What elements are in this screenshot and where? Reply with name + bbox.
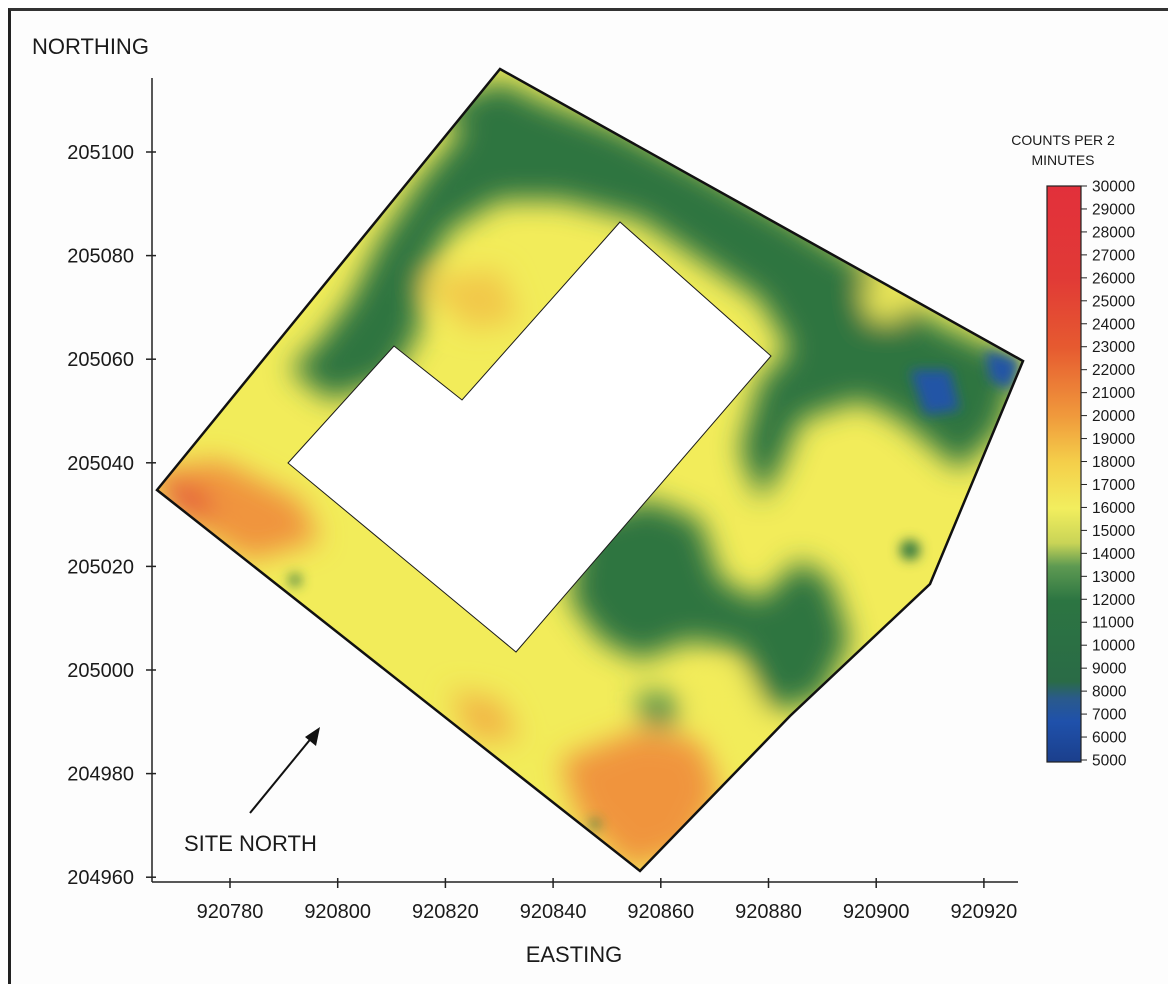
legend-tick-label: 22000 xyxy=(1092,362,1135,379)
legend-tick-label: 13000 xyxy=(1092,569,1135,586)
y-tick-label: 205040 xyxy=(67,453,134,475)
color-legend: COUNTS PER 2 MINUTES 30000 29000 28000 2700… xyxy=(1011,132,1135,770)
y-axis-title: NORTHING xyxy=(32,34,149,59)
legend-tick-label: 17000 xyxy=(1092,477,1135,494)
legend-tick-label: 27000 xyxy=(1092,247,1135,264)
y-tick-label: 205020 xyxy=(67,556,134,578)
legend-tick-label: 19000 xyxy=(1092,431,1135,448)
x-axis: 920780 920800 920820 920840 920860 920880 9209… xyxy=(152,878,1018,923)
excluded-building-area xyxy=(287,221,772,653)
arrow-head-icon xyxy=(305,727,320,746)
y-tick-label: 205080 xyxy=(67,246,134,268)
legend-tick-label: 21000 xyxy=(1092,385,1135,402)
legend-tick-label: 30000 xyxy=(1092,179,1135,196)
x-tick-label: 920900 xyxy=(843,901,910,923)
legend-tick-label: 9000 xyxy=(1092,661,1127,678)
legend-tick-label: 26000 xyxy=(1092,270,1135,287)
y-tick-label: 205100 xyxy=(67,142,134,164)
x-tick-label: 920780 xyxy=(197,901,264,923)
legend-tick-label: 14000 xyxy=(1092,546,1135,563)
legend-title-line1: COUNTS PER 2 xyxy=(1011,132,1115,148)
legend-tick-label: 18000 xyxy=(1092,454,1135,471)
legend-tick-label: 7000 xyxy=(1092,707,1127,724)
y-axis: 205100 205080 205060 205040 205020 205000 2049… xyxy=(67,78,156,889)
x-tick-label: 920880 xyxy=(735,901,802,923)
legend-tick-label: 15000 xyxy=(1092,523,1135,540)
x-tick-label: 920920 xyxy=(951,901,1018,923)
legend-tick-label: 23000 xyxy=(1092,339,1135,356)
legend-tick-label: 5000 xyxy=(1092,753,1127,770)
y-tick-label: 204980 xyxy=(67,764,134,786)
site-north-label: SITE NORTH xyxy=(184,831,317,856)
y-tick-label: 205000 xyxy=(67,660,134,682)
legend-tick-label: 20000 xyxy=(1092,408,1135,425)
site-north-arrow xyxy=(249,727,320,814)
legend-tick-label: 29000 xyxy=(1092,201,1135,218)
x-tick-label: 920820 xyxy=(412,901,479,923)
y-tick-label: 204960 xyxy=(67,867,134,889)
legend-tick-label: 11000 xyxy=(1092,615,1134,632)
legend-tick-label: 10000 xyxy=(1092,638,1135,655)
x-axis-title: EASTING xyxy=(526,942,623,967)
legend-tick-label: 8000 xyxy=(1092,684,1127,701)
x-tick-label: 920800 xyxy=(304,901,371,923)
legend-color-bar xyxy=(1046,185,1082,763)
legend-title-line2: MINUTES xyxy=(1032,152,1095,168)
legend-tick-label: 25000 xyxy=(1092,293,1135,310)
legend-tick-label: 16000 xyxy=(1092,500,1135,517)
legend-tick-label: 12000 xyxy=(1092,592,1135,609)
x-tick-label: 920860 xyxy=(627,901,694,923)
x-tick-label: 920840 xyxy=(520,901,587,923)
y-tick-label: 205060 xyxy=(67,349,134,371)
legend-tick-label: 28000 xyxy=(1092,224,1135,241)
site-boundary-outline xyxy=(155,67,1025,873)
legend-tick-label: 24000 xyxy=(1092,316,1135,333)
legend-tick-label: 6000 xyxy=(1092,730,1127,747)
